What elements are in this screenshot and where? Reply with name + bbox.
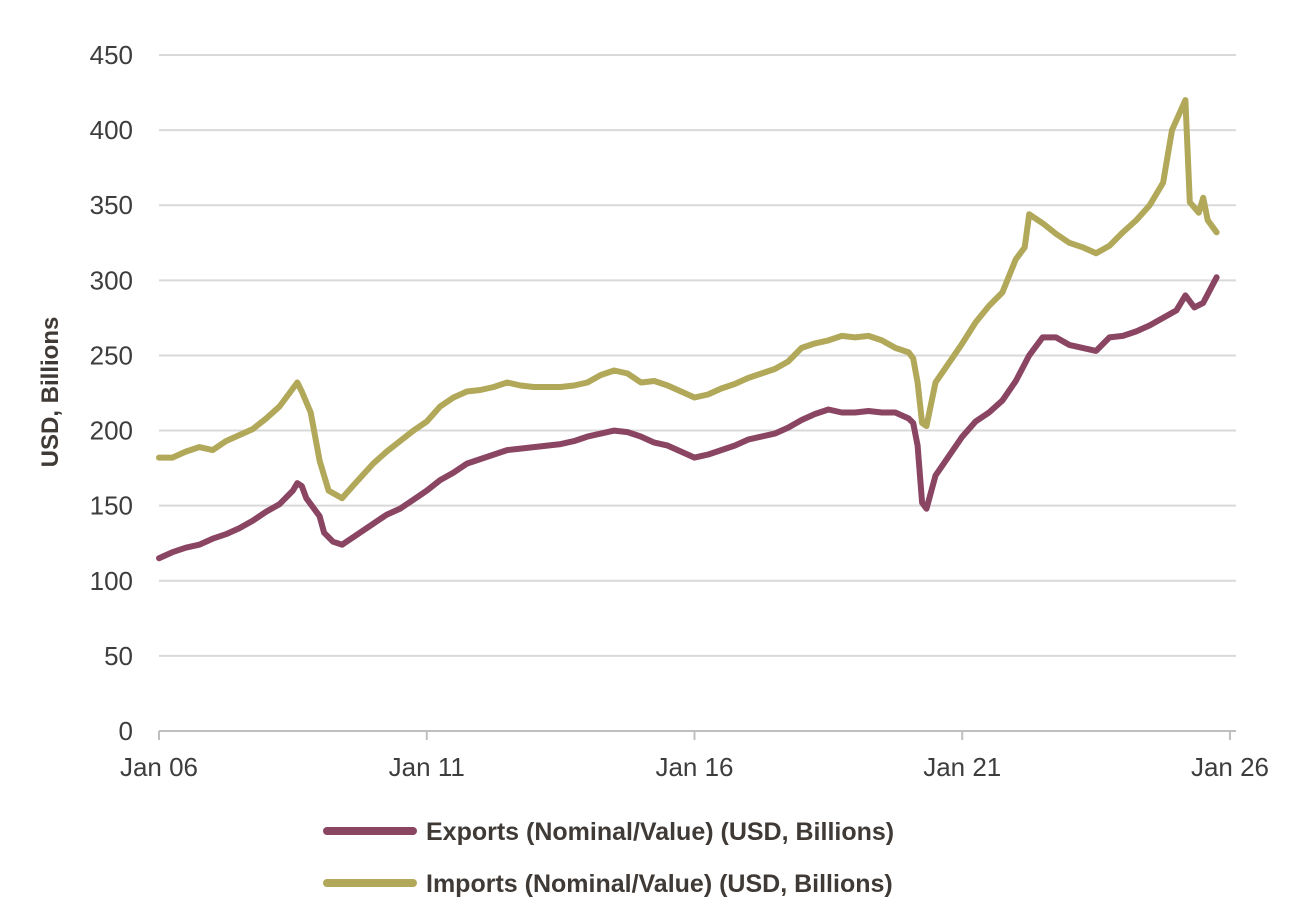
x-tick-label: Jan 06 xyxy=(120,752,198,782)
legend: Exports (Nominal/Value) (USD, Billions) I… xyxy=(323,818,894,898)
y-tick-label: 400 xyxy=(90,115,133,145)
series-lines xyxy=(156,97,1220,562)
x-axis xyxy=(158,730,1236,740)
y-tick-label: 0 xyxy=(119,716,133,746)
y-tick-label: 200 xyxy=(90,416,133,446)
series-line-exports xyxy=(156,274,1220,562)
legend-label: Exports (Nominal/Value) (USD, Billions) xyxy=(426,818,894,846)
gridlines xyxy=(159,54,1236,657)
y-axis-title: USD, Billions xyxy=(37,317,64,468)
y-tick-label: 50 xyxy=(104,641,133,671)
y-axis-tick-labels: 0 50 100 150 200 250 300 350 400 450 xyxy=(90,40,133,746)
series-line-imports xyxy=(156,97,1220,502)
y-tick-label: 450 xyxy=(90,40,133,70)
y-tick-label: 250 xyxy=(90,340,133,370)
x-tick-label: Jan 11 xyxy=(389,752,465,782)
x-tick-label: Jan 16 xyxy=(655,752,733,782)
y-tick-label: 350 xyxy=(90,190,133,220)
y-tick-label: 300 xyxy=(90,265,133,295)
x-tick-label: Jan 21 xyxy=(923,752,1001,782)
x-tick-label: Jan 26 xyxy=(1191,752,1269,782)
y-tick-label: 150 xyxy=(90,491,133,521)
x-axis-tick-labels: Jan 06 Jan 11 Jan 16 Jan 21 Jan 26 xyxy=(120,752,1269,782)
legend-label: Imports (Nominal/Value) (USD, Billions) xyxy=(426,870,893,898)
y-tick-label: 100 xyxy=(90,566,133,596)
